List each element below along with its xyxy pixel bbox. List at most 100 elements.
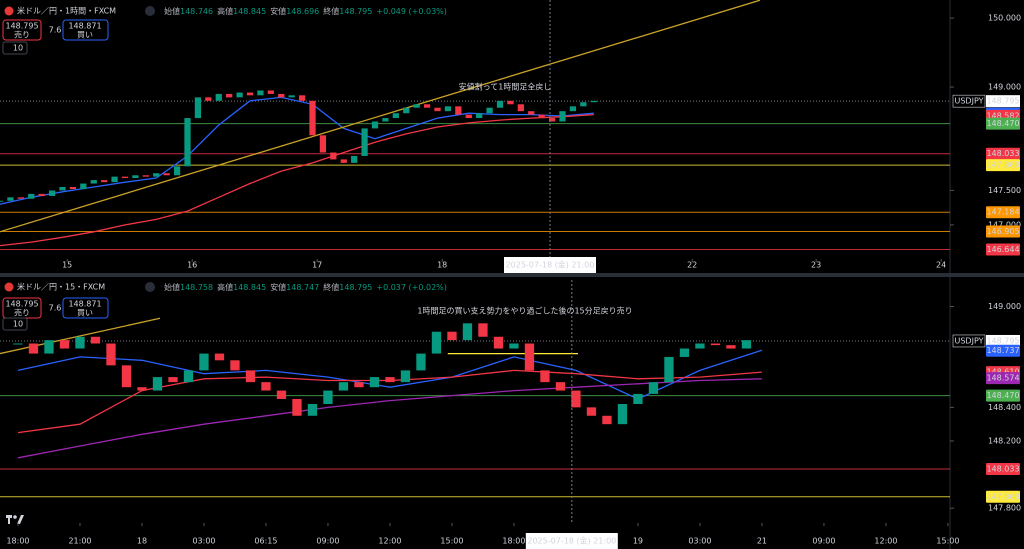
- candle: [7, 197, 14, 201]
- y-tick-label: 147.800: [988, 504, 1021, 513]
- candle: [28, 343, 39, 354]
- ohlc-name: 終値: [323, 6, 339, 16]
- x-tick-label: 18: [137, 537, 147, 546]
- candle: [648, 382, 659, 394]
- candle: [524, 343, 535, 371]
- candle: [431, 331, 442, 354]
- candle: [633, 393, 643, 405]
- ohlc-value: 148.795: [339, 283, 372, 292]
- cursor-label-box: [504, 257, 596, 273]
- candle: [340, 159, 347, 163]
- buy-button[interactable]: [62, 19, 109, 41]
- candle: [540, 370, 550, 383]
- ohlc-name: 高値: [217, 282, 233, 292]
- candle: [309, 100, 316, 136]
- candle: [307, 404, 318, 416]
- sell-button[interactable]: [2, 19, 42, 41]
- collapse-button[interactable]: [145, 282, 155, 292]
- x-tick-label: 15:00: [936, 537, 959, 546]
- candle: [267, 90, 274, 94]
- candle: [38, 193, 45, 196]
- candle: [323, 390, 333, 405]
- ohlc-name: 高値: [217, 6, 233, 16]
- candle: [261, 382, 271, 391]
- buy-button[interactable]: [62, 297, 109, 319]
- candle: [75, 336, 85, 349]
- x-tick-label: 18:00: [502, 537, 525, 546]
- price-label: 147.868: [986, 492, 1019, 501]
- price-label: 147.184: [986, 208, 1019, 217]
- y-tick-label: 149.000: [988, 302, 1021, 311]
- y-tick-label: 148.400: [988, 403, 1021, 412]
- candle: [617, 404, 628, 425]
- candle: [726, 345, 736, 349]
- candle: [121, 176, 129, 179]
- candle: [257, 90, 264, 96]
- price-label: 146.905: [986, 227, 1019, 236]
- price-label-box: [986, 372, 1020, 385]
- symbol-icon: [4, 6, 14, 16]
- ohlc-name: 安値: [270, 6, 286, 16]
- candle: [548, 118, 556, 122]
- interval-label: 10: [13, 44, 23, 53]
- current-price-box: [986, 334, 1020, 347]
- candle: [493, 336, 504, 349]
- x-tick-label: 21:00: [68, 537, 91, 546]
- interval-button[interactable]: [2, 41, 28, 55]
- x-tick-label: 17: [312, 261, 322, 270]
- collapse-button[interactable]: [145, 6, 155, 16]
- candle: [382, 118, 389, 122]
- candle: [246, 92, 254, 96]
- candle: [288, 95, 295, 98]
- candle: [590, 100, 597, 103]
- candle: [586, 407, 597, 416]
- symbol-icon: [4, 282, 14, 292]
- buy-price: 148.871: [68, 300, 101, 309]
- buy-label: 買い: [77, 309, 93, 318]
- price-label: 146.644: [986, 245, 1019, 254]
- candle: [444, 106, 452, 112]
- candle: [278, 93, 285, 98]
- candle: [13, 343, 23, 345]
- x-tick-label: 22: [687, 261, 697, 270]
- price-label: 147.868: [986, 161, 1019, 170]
- candle: [695, 343, 705, 349]
- y-tick-label: 150.000: [988, 14, 1021, 23]
- logo: [6, 515, 24, 524]
- x-tick-label: 12:00: [378, 537, 401, 546]
- candle: [121, 365, 132, 388]
- x-tick-label: 23: [811, 261, 821, 270]
- candle: [48, 190, 56, 196]
- x-tick-label: 24: [936, 261, 946, 270]
- ohlc-change: +0.037 (+0.02%): [376, 283, 447, 292]
- candle: [80, 183, 87, 190]
- interval-button[interactable]: [2, 317, 28, 331]
- candle: [465, 114, 472, 119]
- candle: [569, 106, 577, 112]
- ohlc-value: 148.747: [286, 283, 319, 292]
- price-label: 148.737: [986, 346, 1019, 355]
- price-label: 148.033: [986, 465, 1019, 474]
- x-tick-label: 15: [62, 261, 72, 270]
- candle: [132, 175, 139, 179]
- candle: [559, 111, 566, 122]
- indicator-line: [0, 317, 161, 355]
- candle: [142, 175, 149, 177]
- y-tick-label: 148.200: [988, 436, 1021, 445]
- candle: [194, 97, 202, 119]
- spread: 7.6: [49, 304, 62, 313]
- ohlc-values: 始値148.746 高値148.845 安値148.696 終値148.795 +0.0…: [164, 6, 447, 16]
- candle: [434, 107, 441, 112]
- candle: [369, 377, 380, 388]
- sell-label: 売り: [14, 308, 30, 318]
- price-label-box: [986, 117, 1020, 130]
- candle: [230, 360, 240, 371]
- x-tick-label: 21: [757, 537, 767, 546]
- price-label-box: [986, 463, 1020, 476]
- candle: [361, 128, 368, 156]
- y-tick-label: 149.000: [988, 83, 1021, 92]
- sell-label: 売り: [14, 30, 30, 40]
- x-tick-label: 16: [187, 261, 197, 270]
- candle: [447, 331, 457, 341]
- candle: [416, 353, 426, 371]
